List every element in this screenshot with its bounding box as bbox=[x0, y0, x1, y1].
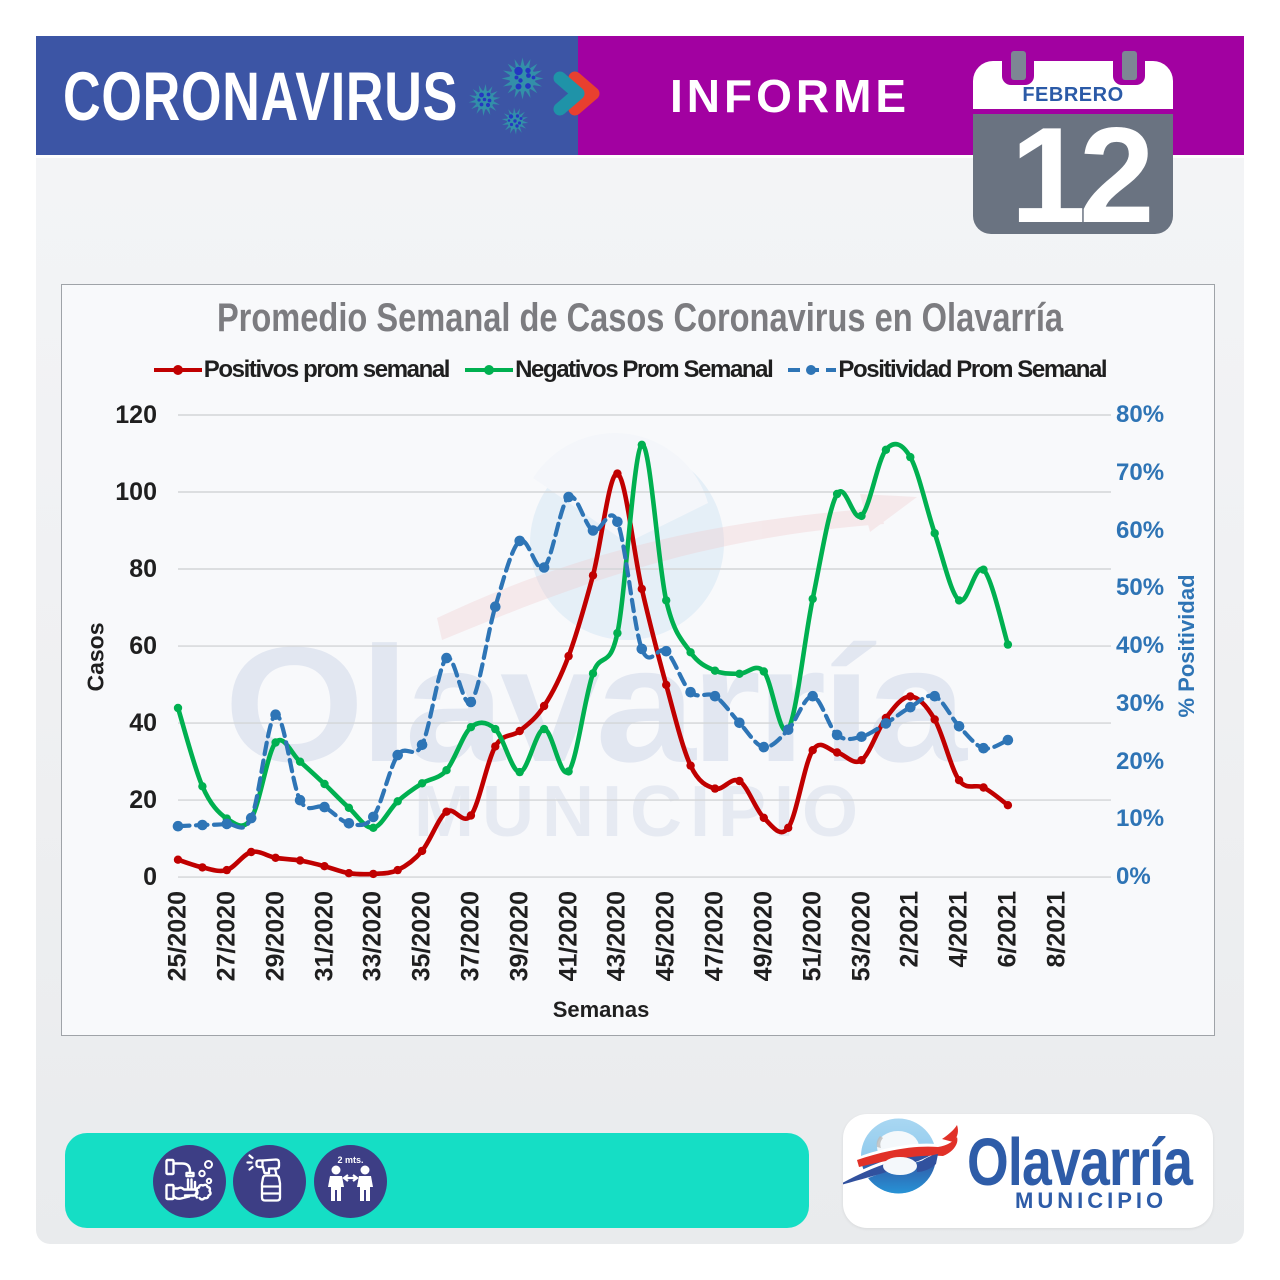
svg-text:MUNICIPIO: MUNICIPIO bbox=[1015, 1188, 1167, 1213]
svg-text:Olavarría: Olavarría bbox=[967, 1124, 1194, 1199]
svg-text:2 mts.: 2 mts. bbox=[337, 1155, 363, 1165]
